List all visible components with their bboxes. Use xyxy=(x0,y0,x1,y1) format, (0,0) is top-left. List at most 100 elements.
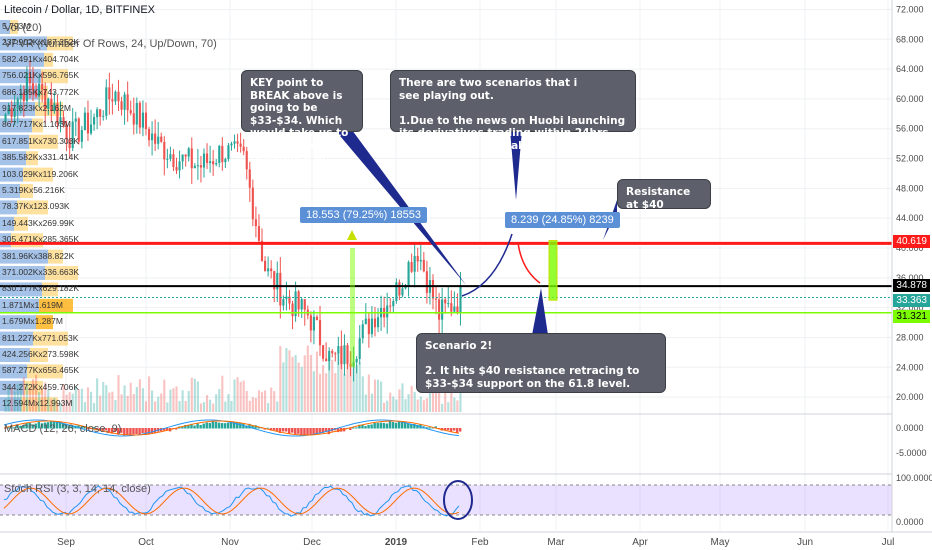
volume-bar xyxy=(370,393,373,412)
candle-body xyxy=(431,279,435,299)
macd-histogram-bar xyxy=(98,428,102,431)
volume-bar xyxy=(86,387,90,412)
vpvr-bar-down xyxy=(29,134,58,149)
macd-histogram-bar xyxy=(120,428,123,433)
callout-pointer-4 xyxy=(532,288,548,335)
price-tick-label: 72.000 xyxy=(896,4,924,14)
volume-bar xyxy=(361,376,364,412)
measure-label-2[interactable]: 8.239 (24.85%) 8239 xyxy=(505,212,620,228)
macd-histogram-bar xyxy=(150,428,154,434)
candle-body xyxy=(132,113,135,125)
callout-resistance[interactable]: Resistance at $40 xyxy=(617,179,711,211)
volume-bar xyxy=(318,373,322,412)
macd-histogram-bar xyxy=(92,427,95,429)
measure-label-1[interactable]: 18.553 (79.25%) 18553 xyxy=(300,207,427,223)
macd-histogram-bar xyxy=(95,428,99,431)
macd-histogram-bar xyxy=(16,424,19,429)
stoch-k-line xyxy=(3,485,460,517)
macd-histogram-bar xyxy=(199,425,202,429)
volume-bar xyxy=(239,381,242,412)
candle-body xyxy=(86,112,90,134)
volume-bar xyxy=(178,401,181,412)
volume-bar xyxy=(245,391,248,412)
candle-body xyxy=(395,282,398,302)
price-tick-label: 60.000 xyxy=(896,94,924,104)
macd-histogram-bar xyxy=(52,421,56,429)
vpvr-bar-up xyxy=(0,298,39,313)
volume-bar xyxy=(367,374,370,412)
candle-body xyxy=(215,163,218,165)
vpvr-row-label: 78.37Kx123.093K xyxy=(2,201,70,212)
horizontal-lines xyxy=(0,241,892,314)
candle-body xyxy=(56,103,59,124)
time-tick-label: Mar xyxy=(547,537,565,548)
volume-bar xyxy=(407,394,410,412)
volume-bar xyxy=(199,403,203,412)
macd-histogram-bar xyxy=(458,428,462,432)
candle-body xyxy=(123,94,126,110)
volume-bar xyxy=(41,388,44,412)
volume-bar xyxy=(202,402,206,412)
macd-histogram-bar xyxy=(138,428,141,435)
callout-key-point[interactable]: KEY point to BREAK above is going to be … xyxy=(241,70,363,177)
volume-bar xyxy=(428,377,432,412)
candle-body xyxy=(80,130,83,142)
measure-box-1 xyxy=(350,248,355,368)
candle-body xyxy=(47,98,50,110)
macd-histogram-bar xyxy=(214,421,218,429)
candle-body xyxy=(401,288,404,296)
candle-body xyxy=(151,133,154,141)
candle-body xyxy=(181,154,184,162)
vpvr-bar-down xyxy=(38,85,48,100)
candle-body xyxy=(392,301,395,307)
candle-body xyxy=(62,117,65,125)
candle-body xyxy=(16,98,19,109)
callout-scenario-2[interactable]: Scenario 2! 2. It hits $40 resistance re… xyxy=(416,333,666,393)
volume-bar xyxy=(163,379,166,412)
volume-bar xyxy=(416,399,419,412)
volume-bar xyxy=(172,388,175,412)
volume-bar xyxy=(80,388,83,412)
candle-body xyxy=(25,73,28,102)
volume-bar xyxy=(270,387,273,412)
candle-body xyxy=(117,91,120,102)
volume-bar xyxy=(96,378,99,412)
volume-bar xyxy=(291,356,294,412)
macd-histogram-bar xyxy=(116,428,120,435)
callout-scenarios[interactable]: There are two scenarios that i see playi… xyxy=(390,70,636,152)
volume-bar xyxy=(4,398,7,412)
candle-body xyxy=(166,158,169,160)
volume-bar xyxy=(453,397,456,412)
macd-histogram-bar xyxy=(275,428,279,432)
macd-histogram-bar xyxy=(217,422,221,429)
candle-body xyxy=(297,291,300,310)
candle-body xyxy=(251,187,254,220)
candle-body xyxy=(270,268,273,272)
candle-body xyxy=(456,306,459,313)
candle-body xyxy=(328,350,331,362)
candle-body xyxy=(300,299,303,310)
volume-bar xyxy=(47,389,50,412)
volume-bar xyxy=(16,384,19,412)
macd-histogram-bar xyxy=(22,425,25,429)
vpvr-bar-up xyxy=(0,85,38,100)
candle-body xyxy=(50,98,53,112)
macd-histogram-bar xyxy=(37,422,41,429)
macd-histogram-bar xyxy=(352,427,355,429)
macd-histogram-bar xyxy=(251,425,254,429)
volume-bar xyxy=(309,354,312,412)
volume-bar xyxy=(242,380,245,412)
candle-body xyxy=(312,316,315,331)
candle-body xyxy=(129,110,132,114)
volume-bar xyxy=(28,387,32,412)
volume-bar xyxy=(389,392,392,412)
macd-histogram-bar xyxy=(449,428,453,433)
macd-histogram-bar xyxy=(431,427,434,429)
price-tag-green-line: 31.321 xyxy=(893,310,930,323)
macd-histogram-bar xyxy=(126,428,129,435)
volume-bar xyxy=(441,403,444,412)
macd-histogram-bar xyxy=(83,426,86,429)
volume-bar xyxy=(303,355,306,412)
candle-body xyxy=(93,117,96,125)
